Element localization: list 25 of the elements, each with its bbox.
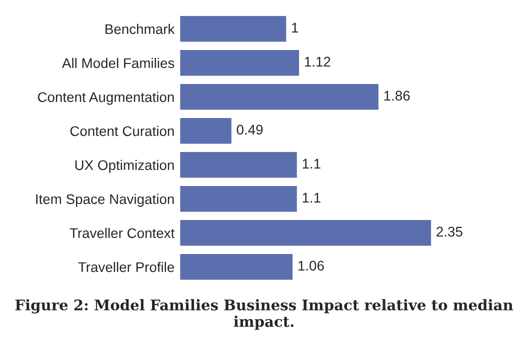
bar [180,82,380,112]
y-tick-label: Benchmark [106,24,175,34]
data-label: 1.86 [384,90,410,101]
y-tick-label: All Model Families [62,58,174,68]
bar [180,252,294,282]
bar [180,116,233,146]
bar [180,14,288,44]
data-label: 0.49 [236,124,263,135]
bar [180,218,432,248]
y-tick-label: UX Optimization [75,160,174,173]
data-label: 1.1 [302,158,320,168]
y-tick-label: Item Space Navigation [36,194,174,207]
data-label: 1 [292,22,298,32]
data-label: 1.12 [304,56,330,66]
y-tick-label: Traveller Profile [78,262,174,272]
y-tick-label: Content Augmentation [38,92,174,105]
data-label: 1.1 [302,192,320,202]
bar [180,48,300,78]
caption: Figure 2: Model Families Business Impact relative to median impact. [15,299,513,330]
bar [180,184,298,214]
data-label: 1.06 [298,260,324,271]
data-label: 2.35 [436,226,462,237]
bar [180,150,298,180]
y-tick-label: Content Curation [70,126,174,136]
y-tick-label: Traveller Context [70,228,175,238]
